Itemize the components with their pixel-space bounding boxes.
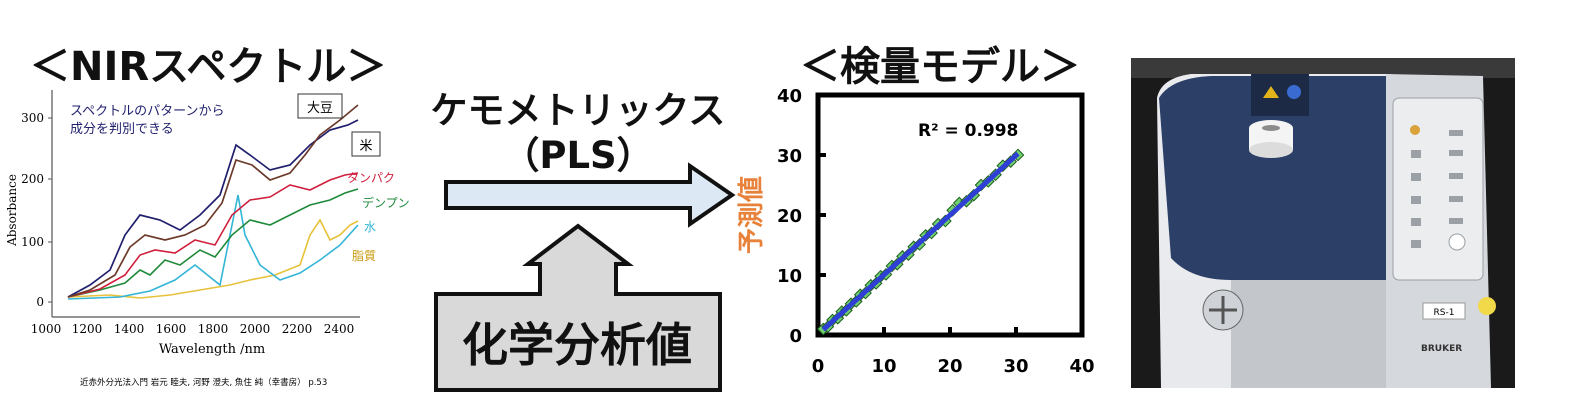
nir-xtick: 1600 xyxy=(156,322,187,336)
model-ytick: 20 xyxy=(777,206,802,227)
up-arrow-box xyxy=(434,223,722,392)
process-line1: ケモメトリックス xyxy=(430,89,726,132)
model-xtick: 40 xyxy=(1069,356,1094,377)
nir-label-protein: タンパク xyxy=(347,171,395,185)
nir-annotation-line2: 成分を判別できる xyxy=(70,122,174,137)
nir-heading: ＜NIRスペクトル＞ xyxy=(30,44,387,90)
model-xtick: 20 xyxy=(937,356,962,377)
nir-citation: 近赤外分光法入門 岩元 睦夫, 河野 澄夫, 魚住 純（幸書房） p.53 xyxy=(80,377,327,388)
nir-xtick: 2400 xyxy=(324,322,355,336)
nir-annotation-line1: スペクトルのパターンから xyxy=(70,104,224,119)
instrument-maker: BRUKER xyxy=(1421,344,1462,354)
nir-ylabel: Absorbance xyxy=(5,174,19,247)
model-regression-line xyxy=(821,151,1020,332)
instrument-brand: MPA xyxy=(1341,229,1377,247)
instrument-photo: RS-1 BRUKER MPA xyxy=(1131,58,1515,388)
right-arrow xyxy=(444,162,736,228)
nir-xtick: 2200 xyxy=(282,322,313,336)
nir-xtick: 1200 xyxy=(72,322,103,336)
nir-curve-water xyxy=(67,194,359,300)
model-ytick: 30 xyxy=(777,146,802,167)
calibration-chart: 0 10 20 30 40 0 10 20 30 40 予測値 R² = 0.998 xyxy=(737,86,1095,377)
nir-spectrum-chart: 0 100 200 300 1000 1200 1400 1600 1800 2… xyxy=(5,90,410,388)
nir-xlabel: Wavelength /nm xyxy=(159,342,265,357)
nir-analyzer-illustration: RS-1 BRUKER MPA xyxy=(1131,58,1515,388)
model-heading: ＜検量モデル＞ xyxy=(800,44,1080,90)
nir-label-starch: デンプン xyxy=(362,195,410,210)
nir-ytick: 100 xyxy=(21,235,44,249)
model-ytick: 0 xyxy=(789,326,802,347)
nir-curve-protein xyxy=(67,172,359,298)
model-ylabel: 予測値 xyxy=(737,176,767,254)
nir-y-ticks: 0 100 200 300 xyxy=(21,111,52,309)
nir-curve-rice xyxy=(67,119,359,298)
chemical-analysis-label: 化学分析値 xyxy=(462,318,692,372)
nir-curve-soy xyxy=(67,104,359,298)
nir-label-water: 水 xyxy=(364,220,376,234)
model-r2: R² = 0.998 xyxy=(918,121,1018,141)
nir-ytick: 300 xyxy=(21,111,44,125)
nir-curve-starch xyxy=(67,188,359,298)
nir-xtick: 1000 xyxy=(31,322,62,336)
model-xtick: 10 xyxy=(871,356,896,377)
nir-ytick: 200 xyxy=(21,172,44,186)
model-xtick: 30 xyxy=(1003,356,1028,377)
nir-ytick: 0 xyxy=(36,295,44,309)
instrument-tag: RS-1 xyxy=(1434,308,1455,318)
nir-xtick: 2000 xyxy=(240,322,271,336)
model-ytick: 10 xyxy=(777,266,802,287)
nir-label-fat: 脂質 xyxy=(352,248,376,263)
nir-curve-fat xyxy=(67,218,359,299)
model-xtick: 0 xyxy=(812,356,825,377)
process-line2: （PLS） xyxy=(502,134,654,177)
nir-xtick: 1400 xyxy=(114,322,145,336)
nir-xtick: 1800 xyxy=(198,322,229,336)
nir-label-rice: 米 xyxy=(359,139,372,154)
nir-label-soy: 大豆 xyxy=(307,101,333,116)
model-ytick: 40 xyxy=(777,86,802,107)
